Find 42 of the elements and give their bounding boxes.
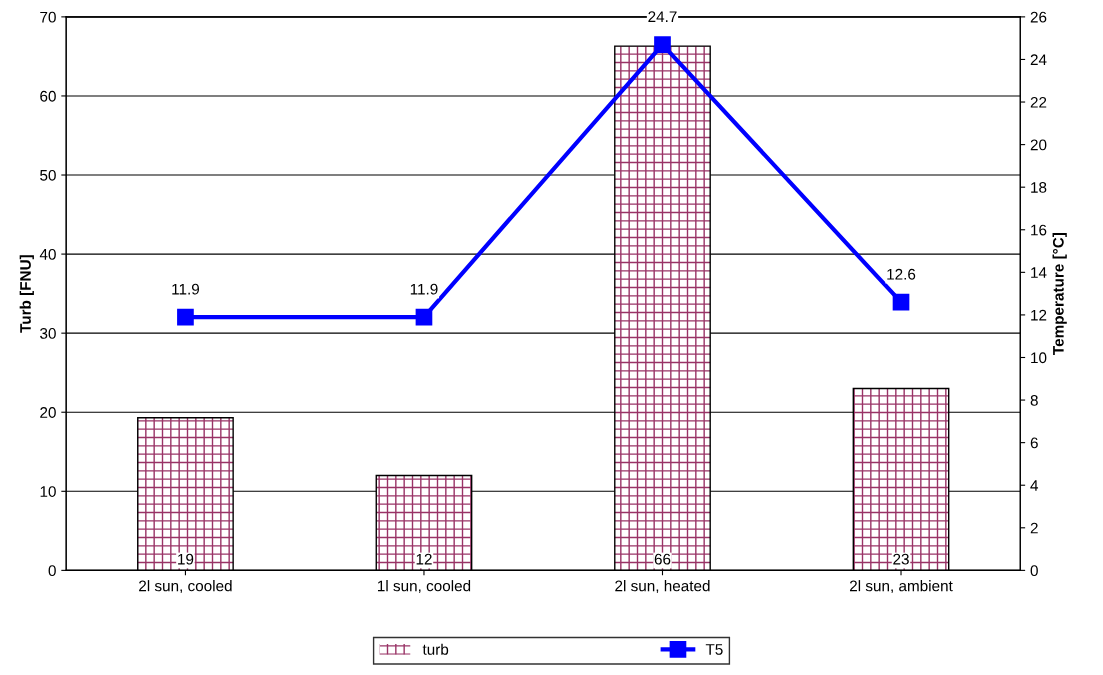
data-label: 11.9 [410,283,438,295]
y2-tick-label: 20 [1030,139,1047,151]
y2-tick-label: 6 [1030,437,1038,449]
y2-tick-label: 14 [1031,267,1047,278]
y-tick-label: 30 [40,328,56,339]
y-tick-label: 10 [40,486,56,497]
y2-tick-label: 24 [1030,54,1047,65]
y2-tick-label: 8 [1030,394,1038,406]
point [415,308,433,326]
data-label: 11.9 [172,283,200,295]
x-tick-label: 2l sun, cooled [139,580,232,594]
y-tick-label: 0 [48,565,56,577]
y2-tick-label: 12 [1031,309,1047,321]
y-tick-label: 70 [40,11,56,23]
y2-axis-title: Temperature [°C] [1052,232,1067,355]
data-label: 23 [893,553,909,565]
y-tick-label: 40 [39,248,56,260]
y2-tick-label: 10 [1031,352,1047,364]
point [892,293,910,311]
data-label: 12 [416,553,432,565]
legend-label: turb [422,643,449,655]
data-label: 12.6 [887,268,916,280]
point [654,36,671,53]
y2-tick-label: 16 [1031,224,1047,236]
y2-tick-label: 4 [1030,480,1039,491]
data-label: 24.7 [648,11,677,22]
y-tick-label: 50 [40,169,56,181]
y2-tick-label: 22 [1030,96,1047,108]
x-tick-label: 2l sun, heated [615,580,710,594]
y2-tick-label: 2 [1030,522,1038,534]
point [177,308,194,326]
legend-label: T5 [705,644,723,655]
y2-tick-label: 18 [1031,182,1047,193]
y2-tick-label: 0 [1030,565,1038,577]
y-tick-label: 20 [40,407,56,418]
x-tick-label: 2l sun, ambient [849,580,953,594]
y-tick-label: 60 [40,90,56,102]
data-label: 19 [178,553,194,565]
y2-tick-label: 26 [1030,11,1047,23]
data-label: 66 [654,553,671,565]
y-axis-title: Turb [FNU] [19,255,34,333]
x-tick-label: 1l sun, cooled [378,580,471,594]
